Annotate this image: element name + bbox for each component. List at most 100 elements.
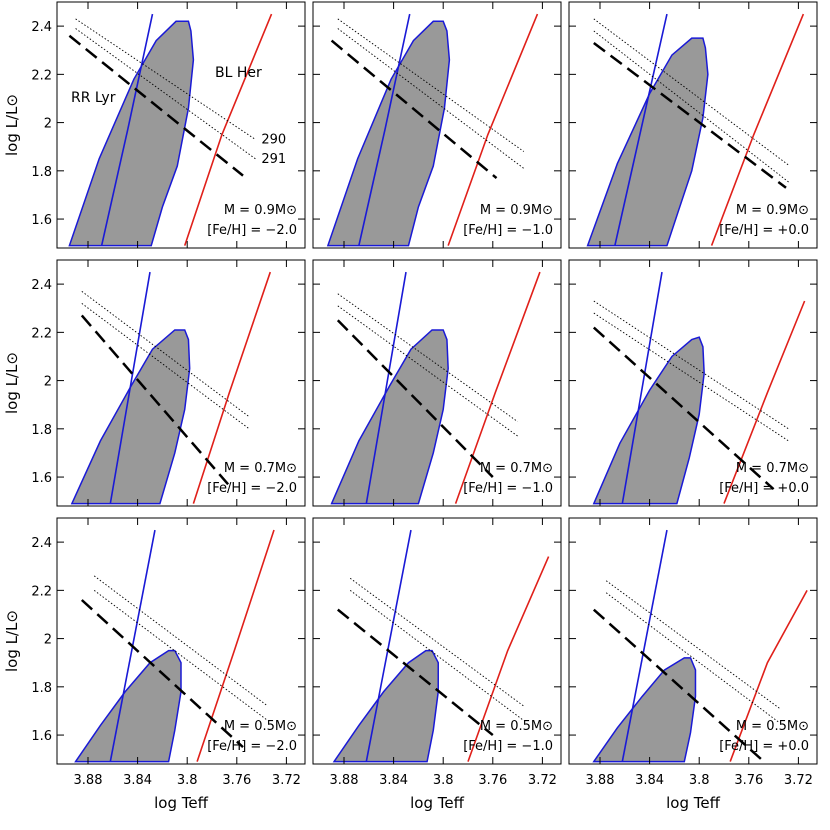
plot-area [74,529,275,763]
y-tick-label: 1.8 [31,681,52,696]
panel-frame [312,1,562,249]
curve [93,575,269,707]
panel-frame [568,259,818,507]
curve [605,592,781,724]
plot-area [326,13,539,247]
x-tick-label: 3.88 [330,773,359,788]
curve [336,319,494,478]
curve [349,577,525,707]
x-tick-label: 3.8 [689,773,710,788]
annotation: RR Lyr [71,90,116,106]
curve [192,271,272,504]
y-axis-label: log L/L⊙ [3,352,21,414]
panel-frame [56,517,306,765]
series-label: 290 [261,132,286,147]
instability-region [332,649,439,763]
instability-region [74,649,182,763]
y-tick-label: 2 [44,633,52,648]
curve [710,13,805,246]
panel-frame [312,517,562,765]
panel-label: [Fe/H] = −1.0 [463,481,553,496]
curve [80,599,244,749]
panel-label: [Fe/H] = −1.0 [463,739,553,754]
curve [330,39,498,180]
plot-area [330,271,541,505]
y-tick-label: 2.4 [31,20,52,35]
x-tick-label: 3.72 [528,773,557,788]
y-tick-label: 2.2 [31,68,52,83]
plot-area [332,529,550,763]
curve [467,556,550,762]
x-tick-label: 3.84 [123,773,152,788]
plot-area [592,271,806,505]
curve [729,589,808,762]
curve [592,608,763,761]
x-tick-label: 3.84 [379,773,408,788]
curve [614,13,668,246]
curve [109,271,151,504]
curve [75,18,256,140]
x-tick-label: 3.84 [635,773,664,788]
panel-frame [56,1,306,249]
curve [100,13,154,246]
annotation: BL Her [215,65,262,81]
panel-frame [568,1,818,249]
curve [196,529,275,762]
panel-label: M = 0.9M⊙ [736,203,809,218]
curve [337,608,494,737]
curve [593,42,787,189]
panel-label: [Fe/H] = −1.0 [463,223,553,238]
curve [349,589,525,721]
curve [68,34,244,177]
panel-frame [568,517,818,765]
instability-region [326,20,451,247]
x-tick-label: 3.8 [177,773,198,788]
plot-area [592,529,808,763]
x-axis-label: log Teff [154,794,208,812]
plot-area [68,13,273,247]
panel-label: [Fe/H] = +0.0 [719,481,809,496]
x-tick-label: 3.76 [478,773,507,788]
curve [358,13,411,246]
curve [337,28,525,169]
y-tick-label: 2.2 [31,584,52,599]
instability-region [330,329,449,505]
y-tick-label: 2 [44,375,52,390]
curve [454,271,541,504]
panel-frame [56,259,306,507]
curve [337,18,525,152]
instability-region [68,20,195,247]
y-tick-label: 1.6 [31,729,52,744]
curve [183,13,273,246]
x-axis-label: log Teff [666,794,720,812]
y-tick-label: 2.4 [31,278,52,293]
x-tick-label: 3.72 [784,773,813,788]
instability-region [586,37,709,247]
y-tick-label: 1.8 [31,165,52,180]
instability-region [592,336,705,505]
curve [621,271,663,504]
x-tick-label: 3.88 [586,773,615,788]
panel-label: [Fe/H] = −2.0 [207,223,297,238]
panel-label: [Fe/H] = +0.0 [719,223,809,238]
curve [447,13,539,246]
panel-frame [312,259,562,507]
y-axis-label: log L/L⊙ [3,94,21,156]
panel-label: M = 0.9M⊙ [224,203,297,218]
plot-area [70,271,272,505]
x-tick-label: 3.76 [734,773,763,788]
curve [93,589,269,721]
panel-label: M = 0.5M⊙ [224,719,297,734]
panel-label: M = 0.7M⊙ [480,461,553,476]
curve [593,312,789,442]
instability-region [70,329,191,505]
panel-label: M = 0.9M⊙ [480,203,553,218]
panel-label: M = 0.5M⊙ [480,719,553,734]
y-tick-label: 2.4 [31,536,52,551]
y-tick-label: 1.6 [31,471,52,486]
panel-label: M = 0.5M⊙ [736,719,809,734]
curve [593,300,789,430]
y-tick-label: 1.6 [31,213,52,228]
curve [723,300,806,504]
